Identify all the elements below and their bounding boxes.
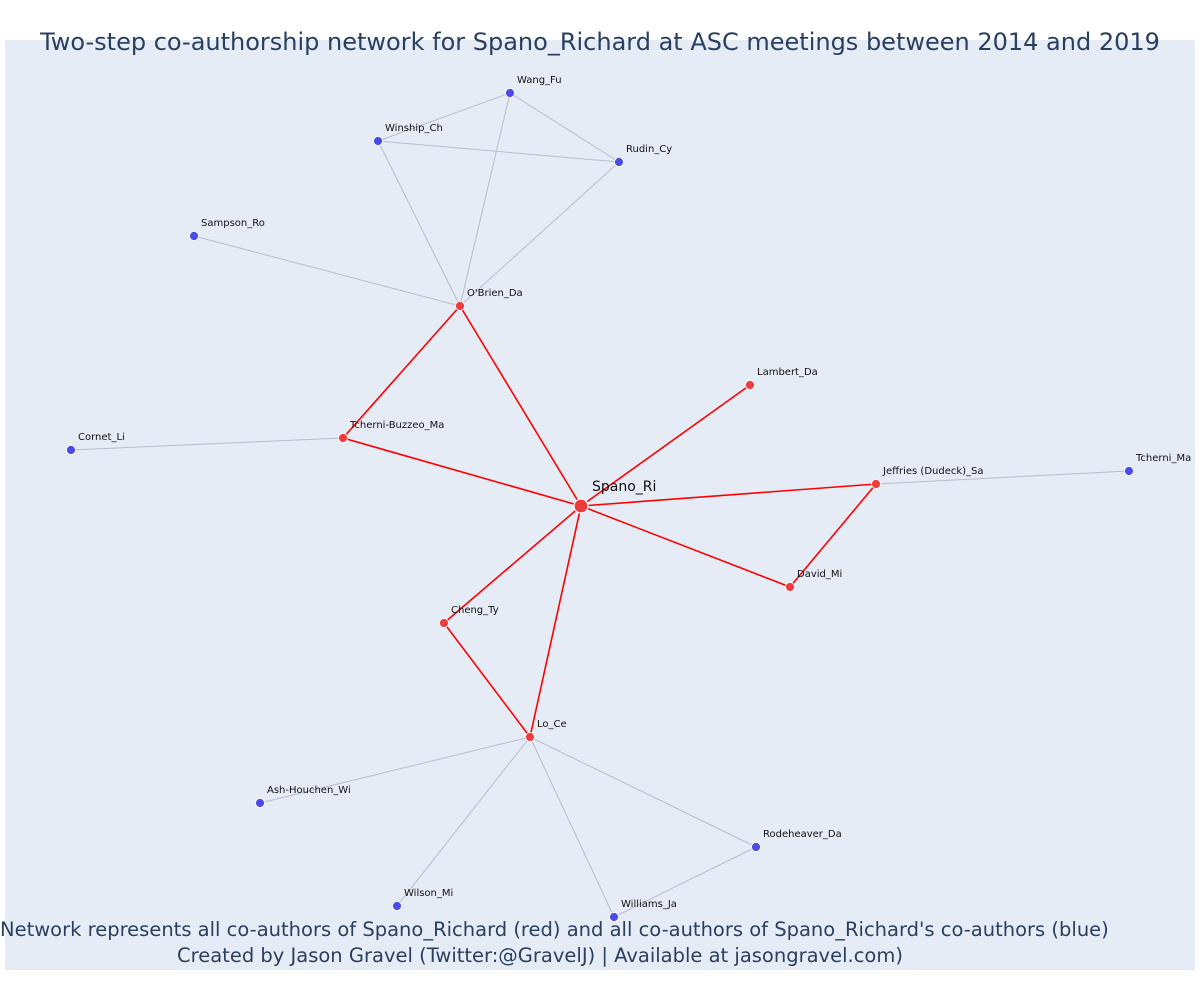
edge-spano-cheng xyxy=(443,505,582,624)
nodes-layer xyxy=(66,88,1134,922)
node-label-obrien: O'Brien_Da xyxy=(467,288,523,299)
node-cheng[interactable] xyxy=(439,618,449,628)
edge-jeffries-david xyxy=(789,483,877,588)
edges-layer xyxy=(70,92,1130,918)
labels-layer: Spano_Ri O'Brien_Da Tcherni-Buzzeo_Ma Lambe… xyxy=(78,75,1191,910)
node-lo[interactable] xyxy=(525,732,535,742)
edge-winship-rudin xyxy=(377,140,620,163)
edge-spano-lambert xyxy=(580,384,751,507)
node-label-jeffries: Jeffries (Dudeck)_Sa xyxy=(882,466,984,477)
node-jeffries[interactable] xyxy=(871,479,881,489)
node-label-spano: Spano_Ri xyxy=(592,479,656,495)
node-obrien[interactable] xyxy=(455,301,465,311)
node-rodeheaver[interactable] xyxy=(751,842,761,852)
edge-obrien-wang xyxy=(459,92,511,307)
node-label-wang: Wang_Fu xyxy=(517,75,562,86)
node-label-wilson: Wilson_Mi xyxy=(404,888,453,899)
node-label-david: David_Mi xyxy=(797,569,842,580)
node-label-tcherni_buzzeo: Tcherni-Buzzeo_Ma xyxy=(349,420,444,431)
edge-wang-rudin xyxy=(509,92,620,163)
node-label-tcherni_ma: Tcherni_Ma xyxy=(1135,453,1191,464)
node-lambert[interactable] xyxy=(745,380,755,390)
edge-lo-rodeheaver xyxy=(529,736,757,848)
node-wilson[interactable] xyxy=(392,901,402,911)
edge-spano-jeffries xyxy=(580,483,877,507)
edge-obrien-rudin xyxy=(459,161,620,307)
node-winship[interactable] xyxy=(373,136,383,146)
node-tcherni_buzzeo[interactable] xyxy=(338,433,348,443)
footer-line-2: Created by Jason Gravel (Twitter:@Gravel… xyxy=(177,944,903,967)
node-label-williams: Williams_Ja xyxy=(621,899,677,910)
edge-cheng-lo xyxy=(443,622,531,738)
node-williams[interactable] xyxy=(609,912,619,922)
edge-obrien-sampson xyxy=(193,235,461,307)
edge-spano-tcherni_buzzeo xyxy=(342,437,582,507)
node-label-rudin: Rudin_Cy xyxy=(626,144,672,155)
edge-spano-obrien xyxy=(459,305,582,507)
node-wang[interactable] xyxy=(505,88,515,98)
node-label-rodeheaver: Rodeheaver_Da xyxy=(763,829,842,840)
edge-williams-rodeheaver xyxy=(613,846,757,918)
node-ash[interactable] xyxy=(255,798,265,808)
edge-spano-lo xyxy=(529,505,582,738)
node-label-lo: Lo_Ce xyxy=(537,719,567,730)
edge-wang-winship xyxy=(377,92,511,142)
edge-lo-ash xyxy=(259,736,531,804)
edge-lo-williams xyxy=(529,736,615,918)
node-tcherni_ma[interactable] xyxy=(1124,466,1134,476)
edge-lo-wilson xyxy=(396,736,531,907)
footer-line-1: Network represents all co-authors of Spa… xyxy=(0,918,1109,941)
edge-tcherni_buzzeo-cornet xyxy=(70,437,344,451)
node-label-sampson: Sampson_Ro xyxy=(201,218,265,229)
node-label-cheng: Cheng_Ty xyxy=(451,605,499,616)
chart-title: Two-step co-authorship network for Spano… xyxy=(40,28,1160,56)
node-cornet[interactable] xyxy=(66,445,76,455)
node-sampson[interactable] xyxy=(189,231,199,241)
node-rudin[interactable] xyxy=(614,157,624,167)
edge-obrien-winship xyxy=(377,140,461,307)
node-spano[interactable] xyxy=(573,498,589,514)
node-label-ash: Ash-Houchen_Wi xyxy=(267,785,351,796)
node-label-lambert: Lambert_Da xyxy=(757,367,818,378)
node-david[interactable] xyxy=(785,582,795,592)
edge-obrien-tcherni_buzzeo xyxy=(342,305,461,439)
edge-spano-david xyxy=(580,505,791,588)
edge-jeffries-tcherni_ma xyxy=(875,470,1130,485)
node-label-winship: Winship_Ch xyxy=(385,123,443,134)
node-label-cornet: Cornet_Li xyxy=(78,432,125,443)
